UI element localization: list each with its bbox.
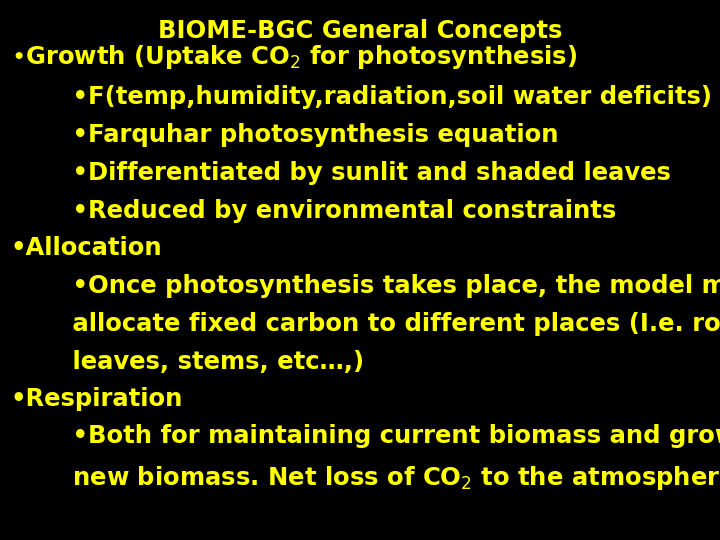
Text: •Once photosynthesis takes place, the model must: •Once photosynthesis takes place, the mo… — [47, 274, 720, 298]
Text: •Both for maintaining current biomass and growing: •Both for maintaining current biomass an… — [47, 424, 720, 448]
Text: •Respiration: •Respiration — [11, 387, 183, 410]
Text: •F(temp,humidity,radiation,soil water deficits): •F(temp,humidity,radiation,soil water de… — [47, 85, 712, 109]
Text: •Reduced by environmental constraints: •Reduced by environmental constraints — [47, 199, 616, 222]
Text: leaves, stems, etc…,): leaves, stems, etc…,) — [47, 350, 364, 374]
Text: BIOME-BGC General Concepts: BIOME-BGC General Concepts — [158, 19, 562, 43]
Text: allocate fixed carbon to different places (I.e. roots,: allocate fixed carbon to different place… — [47, 312, 720, 336]
Text: •Farquhar photosynthesis equation: •Farquhar photosynthesis equation — [47, 123, 558, 147]
Text: •Growth (Uptake CO$_{2}$ for photosynthesis): •Growth (Uptake CO$_{2}$ for photosynthe… — [11, 43, 577, 71]
Text: new biomass. Net loss of CO$_{2}$ to the atmosphere.: new biomass. Net loss of CO$_{2}$ to the… — [47, 464, 720, 492]
Text: •Allocation: •Allocation — [11, 237, 163, 260]
Text: •Differentiated by sunlit and shaded leaves: •Differentiated by sunlit and shaded lea… — [47, 161, 670, 185]
